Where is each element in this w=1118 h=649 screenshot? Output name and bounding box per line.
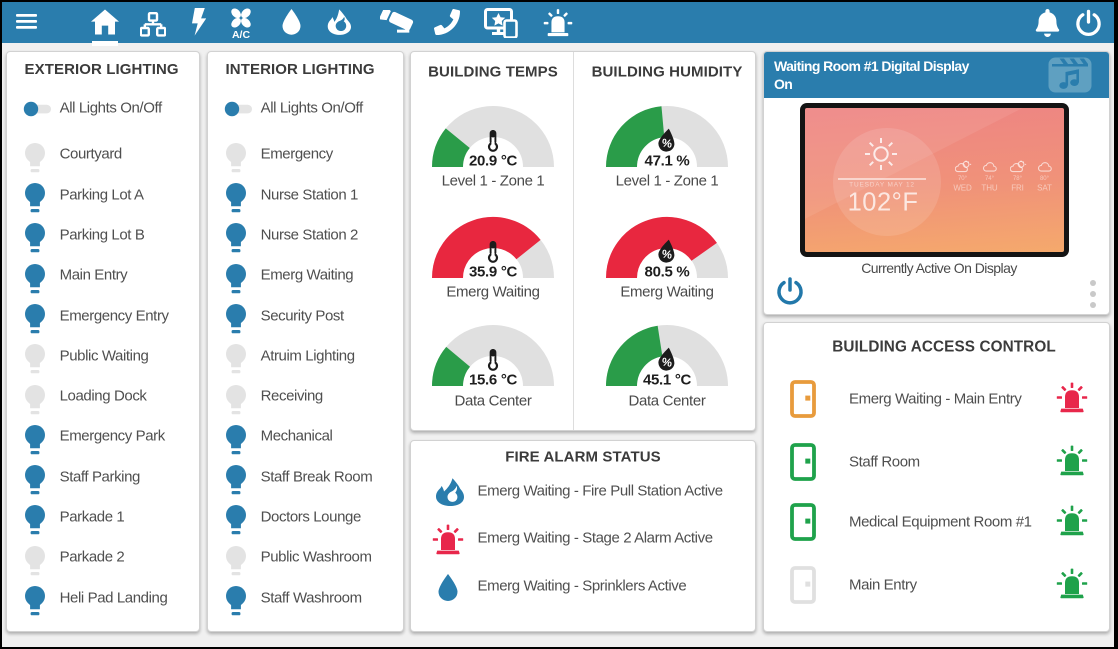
svg-text:%: % <box>661 249 673 262</box>
svg-text:%: % <box>661 138 673 151</box>
svg-text:A/C: A/C <box>232 29 251 39</box>
svg-text:%: % <box>661 357 673 370</box>
